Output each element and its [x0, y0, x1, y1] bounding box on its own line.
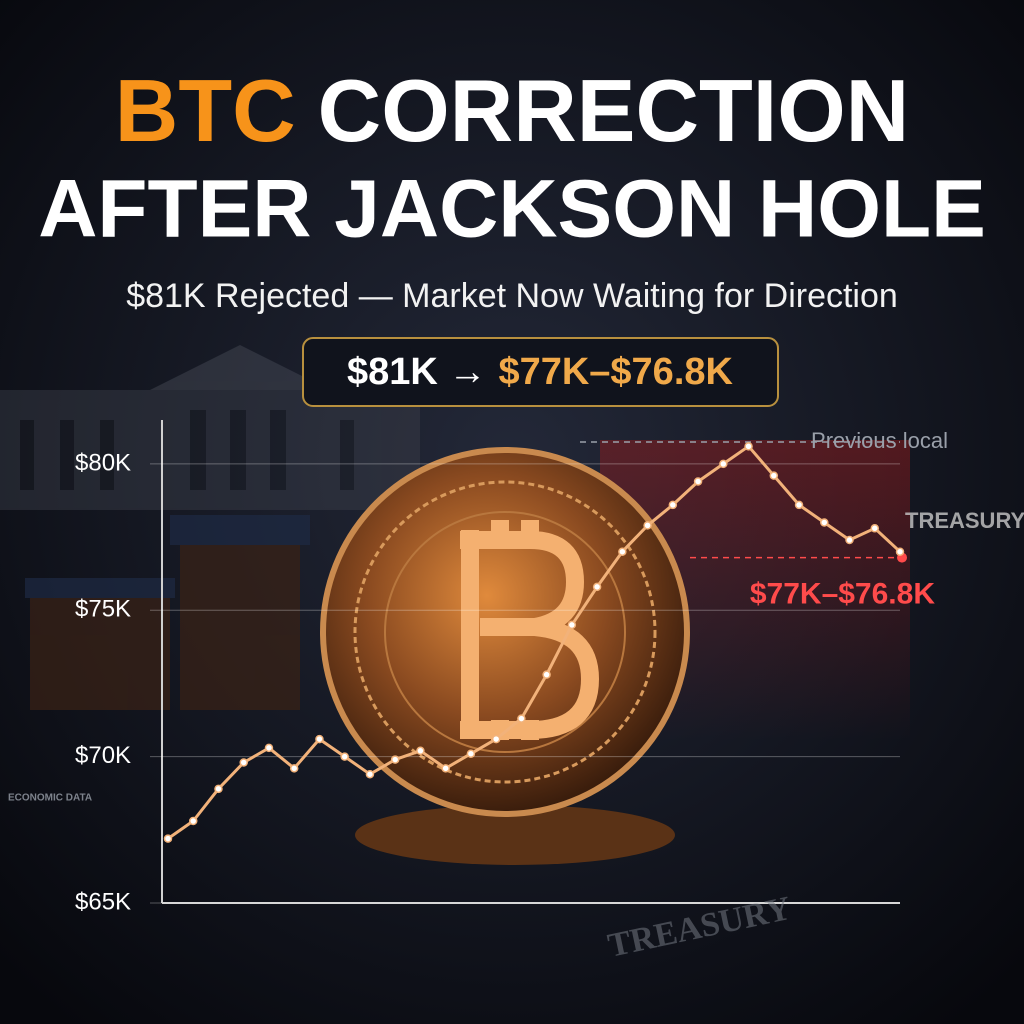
price-point [643, 521, 652, 530]
price-point [163, 834, 173, 843]
price-point [289, 764, 299, 773]
price-point [719, 459, 728, 469]
price-point [466, 749, 476, 758]
title-line-1: BTC CORRECTION [115, 61, 909, 160]
price-point [390, 755, 400, 764]
title-line-2: AFTER JACKSON HOLE [38, 164, 986, 255]
price-point [416, 746, 425, 756]
badge [302, 337, 779, 407]
price-point [491, 734, 501, 744]
y-tick-label: $70K [75, 742, 131, 769]
y-tick-label: $75K [75, 596, 131, 623]
price-point [845, 535, 854, 545]
building [0, 345, 420, 510]
title-rest: CORRECTION [318, 61, 910, 160]
price-point [592, 582, 602, 592]
badge-from: $81K → [347, 351, 486, 393]
price-point [365, 769, 375, 779]
price-point [693, 477, 703, 486]
badge-to: $77K–$76.8K [498, 351, 733, 393]
price-point [315, 734, 324, 744]
y-tick-label: $80K [75, 449, 131, 476]
price-point [239, 758, 248, 767]
price-point [542, 670, 551, 679]
price-point [441, 764, 450, 773]
background-label: TREASURY [905, 508, 1024, 533]
podiums [25, 515, 310, 710]
price-point [870, 524, 880, 533]
bitcoin-coin [320, 447, 690, 865]
price-point [567, 620, 577, 630]
price-point [895, 547, 905, 556]
price-point [340, 752, 349, 761]
price-point [264, 743, 274, 753]
price-point [794, 500, 804, 510]
title-highlight: BTC [115, 61, 296, 160]
price-point [214, 784, 223, 794]
annotation-label: $77K–$76.8K [750, 578, 935, 611]
y-tick-label: $65K [75, 888, 131, 915]
subtitle: $81K Rejected — Market Now Waiting for D… [126, 277, 898, 315]
price-point [188, 816, 198, 826]
price-point [517, 714, 526, 723]
price-line [167, 444, 902, 840]
price-point [769, 471, 779, 480]
price-point [618, 547, 627, 556]
background-label: ECONOMIC DATA [8, 793, 92, 804]
price-point [668, 500, 678, 510]
price-point [820, 518, 829, 527]
price-point [744, 442, 753, 451]
badge-text: $81K → $77K–$76.8K [347, 351, 733, 393]
annotation-label: Previous local [811, 428, 948, 453]
